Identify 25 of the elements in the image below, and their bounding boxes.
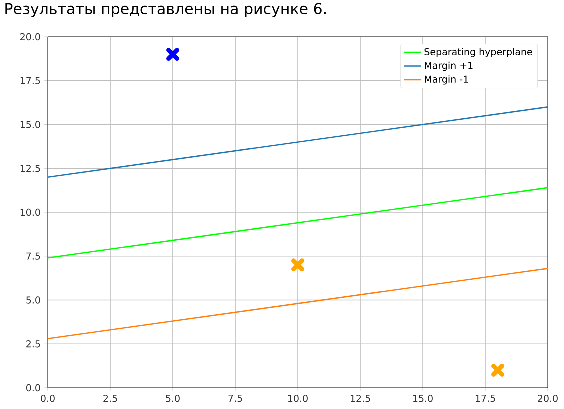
x-tick-label: 20.0	[538, 395, 558, 402]
text: Результаты представлены на рисунке 6.	[6, 3, 326, 18]
x-tick-label: 10.0	[288, 395, 308, 402]
x-tick-label: 2.5	[104, 395, 118, 402]
legend-label: Separating hyperplane	[424, 48, 532, 58]
x-tick-label: 7.5	[228, 395, 242, 402]
x-tick-label: 17.5	[476, 395, 496, 402]
x-tick-label: 0.0	[41, 395, 55, 402]
point	[492, 364, 504, 377]
y-tick-label: 10.0	[20, 208, 40, 216]
y-tick-label: 2.5	[26, 340, 40, 348]
y-tick-label: 0.0	[26, 384, 40, 392]
y-tick-label: 7.5	[26, 252, 40, 260]
y-tick-label: 17.5	[20, 77, 40, 84]
y-tick-label: 5.0	[26, 296, 40, 304]
y-tick-label: 15.0	[20, 121, 40, 128]
legend-label: Margin +1	[425, 62, 473, 72]
point	[166, 48, 180, 62]
legend-label: Margin -1	[425, 76, 468, 85]
x-tick-label: 15.0	[413, 395, 433, 402]
y-tick-label: 12.5	[20, 165, 40, 172]
x-tick-label: 5.0	[166, 395, 180, 402]
x-tick-label: 12.5	[350, 395, 370, 402]
point	[292, 258, 304, 272]
y-tick-label: 20.0	[20, 33, 40, 41]
